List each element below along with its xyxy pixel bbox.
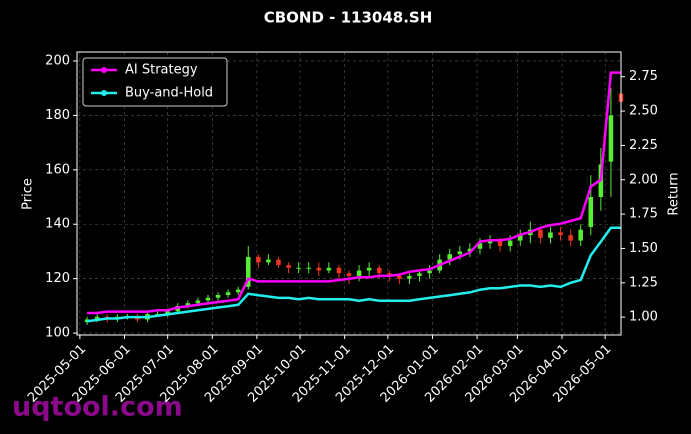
candle-body [457,251,463,255]
candle-body [477,243,483,249]
y-tick-label: 200 [45,53,70,68]
legend-marker [101,67,107,73]
y-tick-label: 180 [45,108,70,123]
y-tick-label: 160 [45,162,70,177]
candle-body [185,303,191,306]
candle-body [215,294,221,298]
y2-tick-label: 2.50 [629,104,658,119]
candle-body [447,254,453,260]
candle-body [306,267,311,269]
line-series [87,71,621,315]
candle-body [326,267,332,271]
y2-tick-label: 1.00 [629,310,658,325]
candle-body [286,265,291,268]
watermark: uqtool.com [12,392,183,423]
y2-tick-label: 1.50 [629,241,658,256]
candle-body [245,256,251,287]
candle-body [417,273,422,276]
candle-body [467,248,473,252]
legend-box [82,57,228,107]
candle-body [568,235,573,241]
candle-body [407,275,412,279]
y2-tick-label: 2.00 [629,172,658,187]
candle-body [356,270,362,276]
line-series [86,226,621,323]
candle-body [276,259,281,266]
candle-body [195,300,201,304]
candle-body [427,270,432,274]
legend-label: Buy-and-Hold [125,86,213,101]
candle-body [507,240,513,247]
legend-label: AI Strategy [125,63,198,78]
candle-body [296,267,301,269]
candle-body [558,232,563,236]
candle-body [366,267,372,271]
y2-tick-label: 1.25 [629,275,658,290]
candle-body [316,267,322,271]
candle-body [387,273,392,276]
candle-body [397,275,402,279]
candle-body [205,297,211,301]
y-axis-label: Price [21,178,36,210]
y-tick-label: 120 [45,271,70,286]
candle-body [588,197,594,227]
plot-frame [76,51,622,336]
candle-body [256,256,261,263]
legend-marker [101,90,107,96]
candle-body [548,232,553,238]
candle-body [235,289,241,293]
chart-title: CBOND - 113048.SH [264,9,433,27]
y2-tick-label: 1.75 [629,207,658,222]
y-tick-label: 140 [45,217,70,232]
y-tick-label: 100 [45,326,70,341]
candle-body [538,229,543,238]
legend: AI Strategy Buy-and-Hold [82,57,228,107]
candle-body [497,240,503,247]
candle-body [608,115,614,162]
candle-body [165,311,170,315]
candle-body [336,267,342,274]
candle-body [346,273,352,276]
y2-axis-label: Return [667,172,682,215]
candle-body [517,235,523,241]
candle-body [266,259,271,263]
y2-tick-label: 2.75 [629,69,658,84]
candle-body [225,292,231,295]
y2-tick-label: 2.25 [629,138,658,153]
candle-body [94,316,100,320]
candle-body [376,267,382,274]
candle-body [487,240,493,244]
candle-body [578,229,583,241]
